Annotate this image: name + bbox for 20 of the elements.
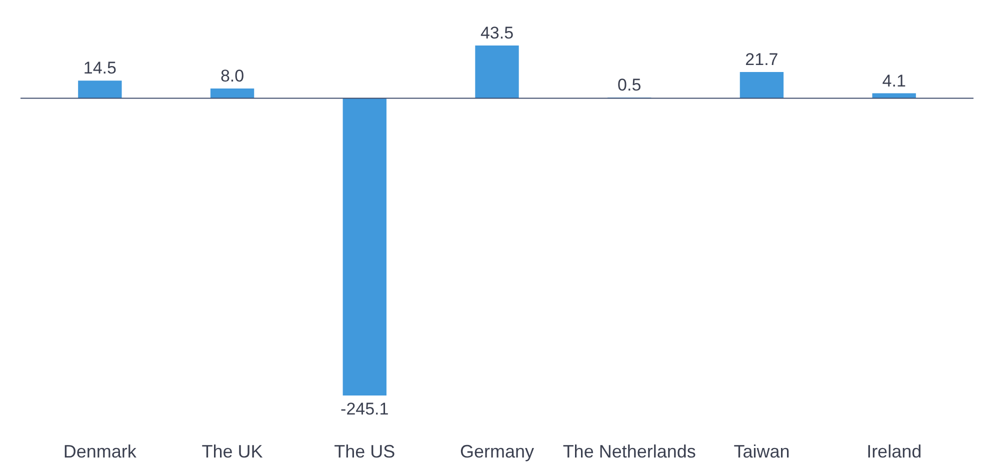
bar: [78, 80, 122, 98]
data-label: 14.5: [83, 58, 116, 78]
x-tick-label: Taiwan: [734, 442, 790, 462]
x-tick-label: Ireland: [866, 442, 922, 462]
bar: [210, 88, 254, 98]
data-label: 8.0: [220, 66, 244, 86]
data-label: 21.7: [745, 50, 778, 69]
bar: [475, 46, 519, 98]
x-tick-label: The US: [334, 442, 396, 462]
x-tick-label: The UK: [202, 442, 263, 462]
data-label: 0.5: [618, 76, 642, 95]
data-label: 4.1: [882, 71, 906, 90]
bar: [342, 98, 386, 396]
bar: [872, 93, 916, 98]
x-tick-label: Denmark: [63, 442, 138, 462]
bar: [740, 72, 784, 98]
x-tick-label: Germany: [460, 442, 534, 462]
data-label: 43.5: [480, 24, 514, 42]
data-label: -245.1: [340, 400, 389, 418]
x-tick-label: The Netherlands: [562, 442, 696, 462]
